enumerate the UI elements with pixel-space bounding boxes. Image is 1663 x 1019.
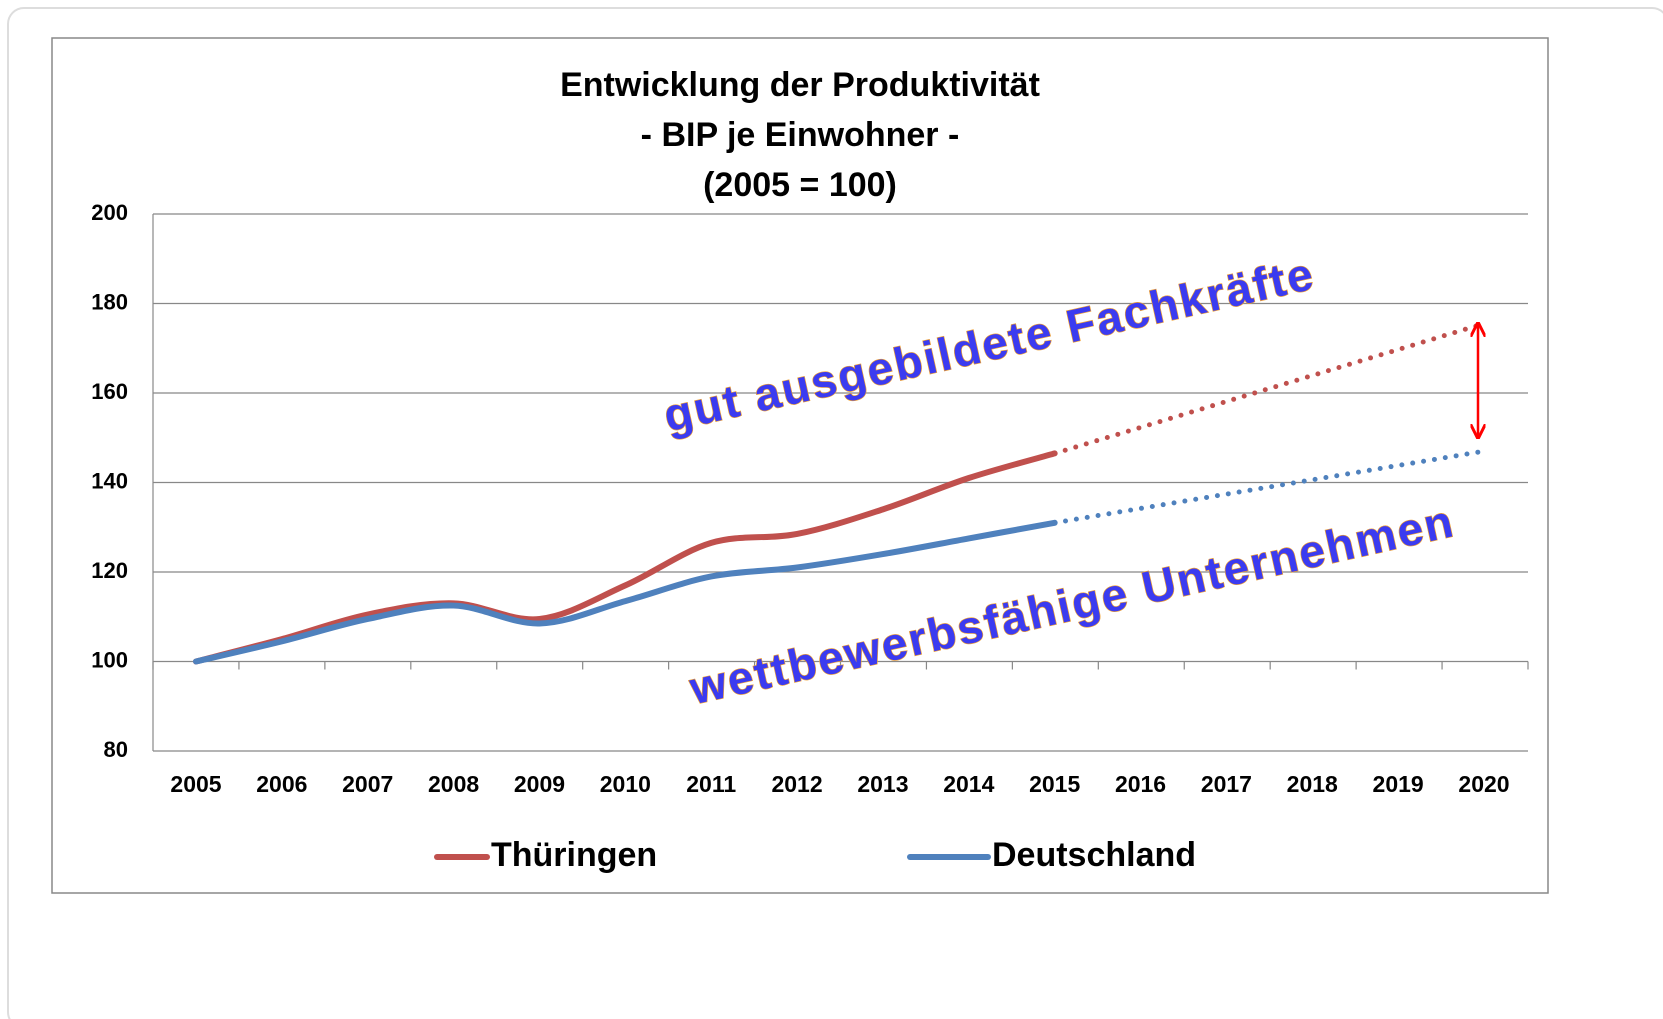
y-tick-label: 80 xyxy=(104,737,128,762)
x-tick-label: 2010 xyxy=(600,771,651,797)
chart-title: - BIP je Einwohner - xyxy=(641,116,960,154)
legend-label: Deutschland xyxy=(992,836,1196,874)
y-tick-label: 140 xyxy=(91,468,128,493)
y-tick-label: 200 xyxy=(91,200,128,225)
x-tick-label: 2008 xyxy=(428,771,479,797)
x-tick-label: 2009 xyxy=(514,771,565,797)
legend-label: Thüringen xyxy=(491,836,657,874)
chart-title: Entwicklung der Produktivität xyxy=(560,66,1040,104)
y-tick-label: 100 xyxy=(91,647,128,672)
x-tick-label: 2016 xyxy=(1115,771,1166,797)
x-tick-label: 2017 xyxy=(1201,771,1252,797)
projection-line xyxy=(1052,448,1487,526)
x-tick-label: 2005 xyxy=(170,771,221,797)
x-tick-label: 2012 xyxy=(771,771,822,797)
projection-line xyxy=(1052,321,1487,456)
x-tick-label: 2015 xyxy=(1029,771,1080,797)
x-tick-label: 2018 xyxy=(1287,771,1338,797)
series-line xyxy=(193,450,1058,665)
x-tick-label: 2014 xyxy=(943,771,994,797)
x-tick-label: 2019 xyxy=(1373,771,1424,797)
y-tick-label: 120 xyxy=(91,558,128,583)
y-tick-label: 160 xyxy=(91,379,128,404)
x-tick-label: 2020 xyxy=(1458,771,1509,797)
x-tick-label: 2007 xyxy=(342,771,393,797)
chart-title: (2005 = 100) xyxy=(703,166,897,204)
series-line xyxy=(193,519,1058,665)
x-tick-label: 2011 xyxy=(686,771,736,797)
x-tick-label: 2006 xyxy=(256,771,307,797)
x-tick-label: 2013 xyxy=(857,771,908,797)
y-tick-label: 180 xyxy=(91,289,128,314)
